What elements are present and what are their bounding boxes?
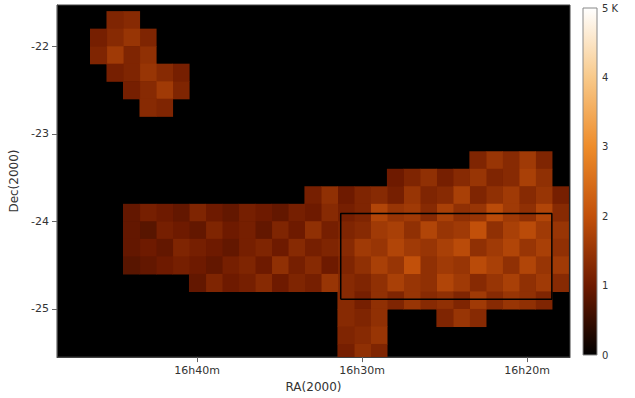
svg-text:3: 3 [602,141,608,152]
svg-text:-25: -25 [31,302,49,315]
svg-text:-22: -22 [31,40,49,53]
svg-text:5 K: 5 K [602,3,619,14]
svg-text:16h40m: 16h40m [174,364,220,377]
svg-text:4: 4 [602,72,608,83]
svg-text:-23: -23 [31,127,49,140]
svg-text:RA(2000): RA(2000) [286,380,342,394]
svg-text:16h30m: 16h30m [339,364,385,377]
svg-text:16h20m: 16h20m [504,364,550,377]
svg-text:-24: -24 [31,215,49,228]
svg-text:Dec(2000): Dec(2000) [7,149,21,212]
svg-text:2: 2 [602,211,608,222]
svg-text:1: 1 [602,280,608,291]
svg-text:0: 0 [602,350,608,361]
